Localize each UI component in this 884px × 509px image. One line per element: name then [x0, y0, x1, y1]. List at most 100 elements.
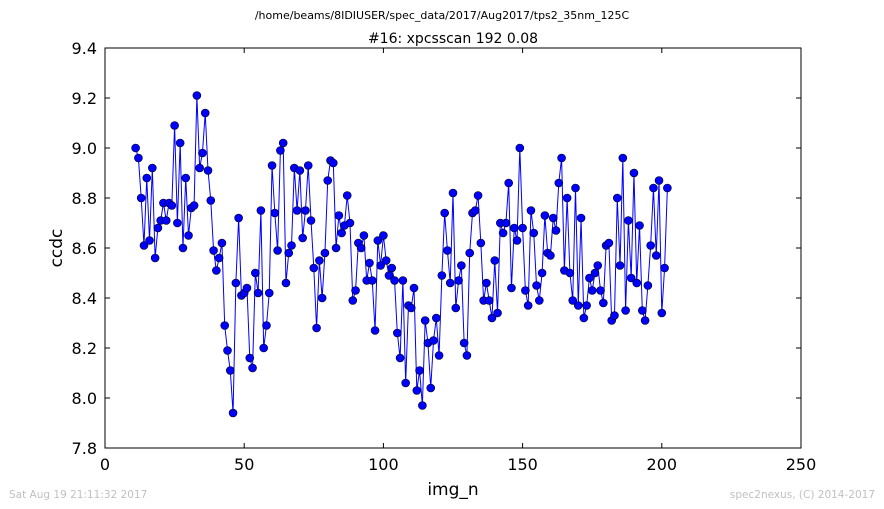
data-point [501, 218, 511, 228]
x-tick-label: 250 [786, 455, 817, 474]
figure-suptitle: /home/beams/8IDIUSER/spec_data/2017/Aug2… [255, 9, 630, 22]
data-point [359, 231, 369, 240]
data-point [393, 328, 402, 338]
data-point [470, 206, 480, 215]
data-point [395, 353, 405, 363]
data-point [573, 301, 583, 310]
data-point [498, 228, 508, 238]
data-point [145, 236, 154, 245]
data-point [462, 351, 472, 360]
data-point [526, 206, 536, 215]
data-point [534, 296, 544, 305]
data-point [551, 226, 561, 235]
data-point [626, 273, 636, 283]
data-point [367, 276, 377, 285]
data-point [276, 146, 285, 155]
data-point [426, 383, 436, 393]
x-tick-label: 50 [234, 455, 254, 474]
y-tick-label: 9.0 [72, 139, 97, 158]
x-tick-label: 100 [368, 455, 399, 474]
data-point [445, 278, 455, 288]
data-point [465, 248, 475, 258]
data-point [223, 346, 232, 355]
data-point [195, 163, 204, 173]
data-point [632, 278, 642, 288]
series-layer [131, 91, 672, 418]
x-tick-label: 0 [100, 455, 110, 474]
data-point [387, 263, 397, 273]
data-point [643, 281, 653, 290]
data-point [167, 201, 177, 210]
data-point [248, 363, 257, 373]
footer-credit: spec2nexus, (C) 2014-2017 [730, 489, 875, 501]
data-point [150, 253, 160, 263]
footer-timestamp: Sat Aug 19 21:11:32 2017 [9, 489, 147, 501]
plot-frame [104, 47, 802, 449]
data-point [537, 268, 547, 278]
data-point [356, 243, 366, 253]
data-point [401, 378, 410, 388]
data-point [571, 183, 580, 193]
y-tick-label: 8.6 [72, 239, 97, 258]
data-point [629, 168, 639, 178]
data-point [476, 238, 486, 248]
data-point [409, 283, 419, 293]
data-point [576, 213, 586, 223]
data-point [418, 401, 427, 410]
data-point [557, 153, 566, 163]
data-point [593, 261, 603, 270]
data-point [134, 153, 143, 163]
data-point [381, 256, 391, 265]
data-point [621, 306, 630, 315]
data-point [507, 283, 516, 293]
data-point [406, 303, 416, 313]
data-point [599, 298, 608, 308]
y-tick-label: 8.8 [72, 189, 97, 208]
x-tick-labels: 0 50 100 150 200 250 [100, 455, 816, 474]
data-point [328, 158, 338, 168]
data-point [245, 353, 255, 363]
data-point [440, 208, 449, 218]
y-tick-label: 9.4 [72, 39, 97, 58]
data-point [509, 223, 519, 233]
data-point [175, 138, 185, 148]
data-point [259, 343, 268, 353]
data-point [490, 256, 500, 265]
y-tick-label: 9.2 [72, 89, 97, 108]
data-point [654, 176, 664, 185]
x-tick-label: 200 [647, 455, 678, 474]
data-point [649, 183, 658, 193]
data-point [298, 233, 307, 243]
data-point [473, 191, 483, 200]
data-point [351, 286, 360, 295]
data-point [370, 326, 380, 335]
data-point [638, 306, 647, 315]
data-point [582, 301, 591, 310]
data-point [306, 216, 316, 225]
data-point [565, 268, 575, 278]
data-point [415, 366, 424, 375]
data-point [342, 191, 352, 200]
data-point [170, 121, 179, 130]
data-point [148, 163, 157, 173]
data-point [264, 288, 274, 298]
plot-area [105, 48, 801, 448]
data-point [379, 231, 388, 240]
data-point [189, 201, 199, 210]
data-point [518, 223, 527, 233]
data-point [540, 211, 550, 220]
data-point [173, 218, 182, 228]
data-point [454, 276, 463, 285]
data-point [203, 166, 213, 175]
data-point [278, 138, 288, 148]
data-point [301, 206, 310, 215]
data-point [309, 263, 319, 273]
data-point [178, 243, 188, 253]
data-point [373, 236, 383, 245]
data-point [217, 238, 227, 248]
data-point [161, 216, 171, 225]
data-point [225, 366, 235, 375]
data-point [546, 251, 555, 260]
data-point [651, 251, 661, 260]
data-point [270, 208, 280, 218]
